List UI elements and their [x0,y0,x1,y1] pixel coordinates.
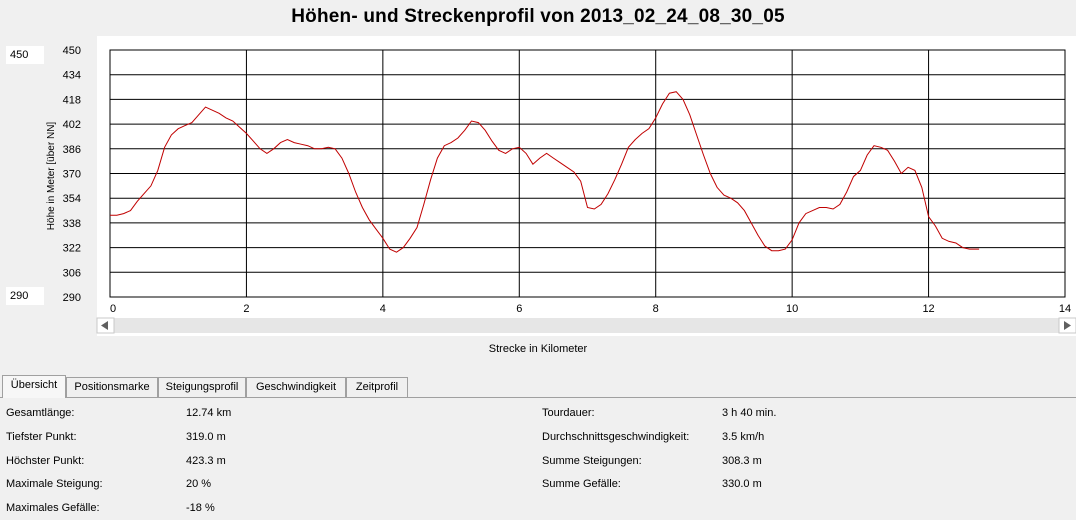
stat-value-maximale-steigung: 20 % [186,478,212,490]
chevron-left-icon [101,321,108,330]
y-tick-label: 354 [63,193,81,205]
x-axis-label: Strecke in Kilometer [489,343,588,355]
stat-label-summe-steigungen: Summe Steigungen: [542,455,642,467]
y-tick-label: 386 [63,144,81,156]
chevron-right-icon [1064,321,1071,330]
x-tick-label: 0 [110,303,116,315]
stat-label-hoechster-punkt: Höchster Punkt: [6,455,85,467]
y-range-max-field[interactable]: 450 [6,46,44,64]
horizontal-scrollbar[interactable] [97,318,1076,333]
stat-value-tourdauer: 3 h 40 min. [722,407,777,419]
x-tick-label: 6 [516,303,522,315]
tick-labels: 450 434 418 402 386 370 354 338 322 306 290 0 2 4 6 8 10… [63,45,1071,315]
tab-geschwindigkeit[interactable]: Geschwindigkeit [246,377,346,397]
stat-value-maximales-gefaelle: -18 % [186,502,215,514]
y-tick-label: 450 [63,45,81,57]
y-tick-label: 290 [63,292,81,304]
x-tick-label: 10 [786,303,798,315]
tab-zeitprofil[interactable]: Zeitprofil [346,377,408,397]
y-range-min-field[interactable]: 290 [6,287,44,305]
y-tick-label: 370 [63,169,81,181]
y-tick-label: 402 [63,119,81,131]
tab-bar: Übersicht Positionsmarke Steigungsprofil… [0,375,1076,398]
x-tick-label: 12 [922,303,934,315]
stat-label-durchschnittsgeschwindigkeit: Durchschnittsgeschwindigkeit: [542,431,690,443]
tab-steigungsprofil[interactable]: Steigungsprofil [158,377,246,397]
grid [110,50,1065,297]
y-tick-label: 306 [63,267,81,279]
tab-positionsmarke[interactable]: Positionsmarke [66,377,158,397]
stat-value-tiefster-punkt: 319.0 m [186,431,226,443]
stat-value-summe-gefaelle: 330.0 m [722,478,762,490]
stat-value-gesamtlaenge: 12.74 km [186,407,232,419]
y-axis-label: Höhe in Meter [über NN] [46,122,57,231]
stat-value-durchschnittsgeschwindigkeit: 3.5 km/h [722,431,765,443]
stat-label-tiefster-punkt: Tiefster Punkt: [6,431,77,443]
tab-uebersicht[interactable]: Übersicht [2,375,66,398]
y-tick-label: 418 [63,94,81,106]
stat-label-maximales-gefaelle: Maximales Gefälle: [6,502,100,514]
stat-label-summe-gefaelle: Summe Gefälle: [542,478,621,490]
elevation-line [110,91,980,253]
stat-value-summe-steigungen: 308.3 m [722,455,762,467]
stat-label-tourdauer: Tourdauer: [542,407,595,419]
elevation-chart: 450 434 418 402 386 370 354 338 322 306 290 0 2 4 6 8 10… [46,36,1076,355]
x-tick-label: 2 [243,303,249,315]
chart-title: Höhen- und Streckenprofil von 2013_02_24… [291,6,785,27]
x-tick-label: 4 [380,303,386,315]
x-tick-label: 14 [1059,303,1071,315]
y-tick-label: 434 [63,70,81,82]
stat-label-gesamtlaenge: Gesamtlänge: [6,407,75,419]
y-tick-label: 338 [63,218,81,230]
y-tick-label: 322 [63,243,81,255]
stat-value-hoechster-punkt: 423.3 m [186,455,226,467]
x-tick-label: 8 [653,303,659,315]
stat-label-maximale-steigung: Maximale Steigung: [6,478,103,490]
